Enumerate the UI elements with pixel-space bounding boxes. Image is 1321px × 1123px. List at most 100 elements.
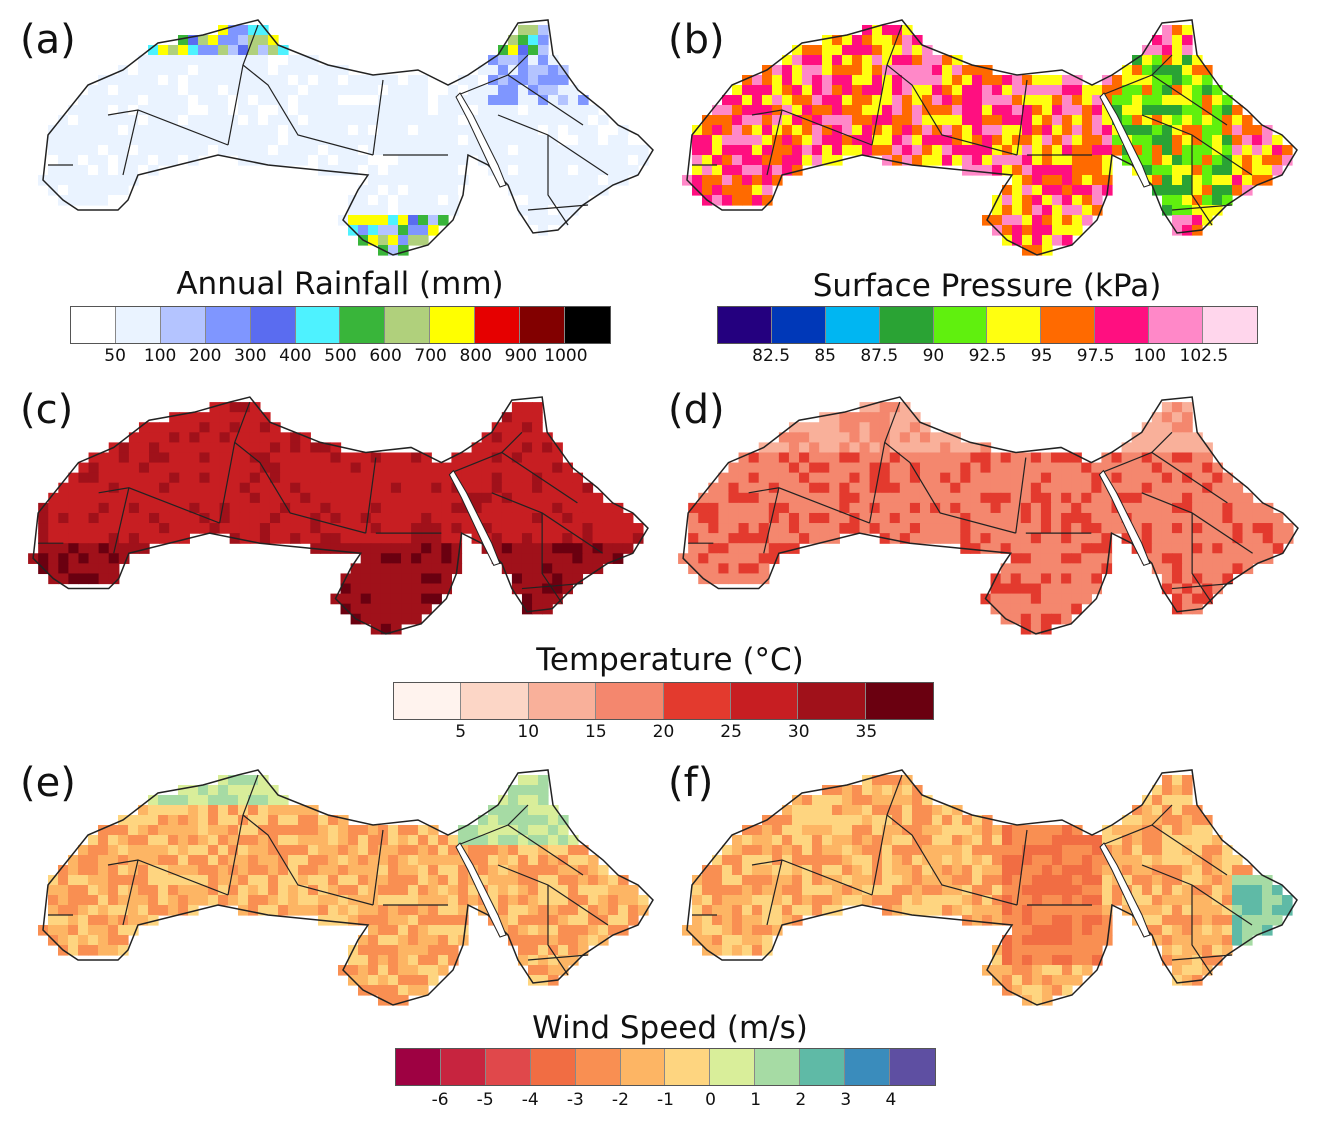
colorbar-tick-label: 20 [652,722,675,742]
country-border [521,582,583,590]
colorbar-tick-label: 300 [234,346,267,366]
colorbar-swatch [396,1049,441,1085]
map-panel-c [28,396,649,635]
country-border [507,54,529,76]
colorbar-swatch [440,1049,486,1085]
colorbar-swatch [596,683,664,719]
region-outline [682,396,1299,635]
colorbar-tick-label: 25 [720,722,742,742]
region-outline [42,19,654,256]
grid-cells [38,775,649,1006]
colorbar-swatch [663,683,731,719]
pressure-colorbar [717,306,1258,344]
colorbar-tick-label: -6 [431,1090,449,1110]
region-outline [686,19,1298,256]
colorbar-swatch [485,1049,531,1085]
colorbar-swatch [800,1049,846,1085]
country-border [1016,79,1028,156]
colorbar-tick-label: 5 [455,722,467,742]
colorbar-tick-label: 10 [517,722,540,742]
colorbar-swatch [845,1049,890,1085]
country-border [1151,431,1173,453]
red-sea [455,842,507,938]
colorbar-swatch [160,307,206,343]
colorbar-tick-label: -2 [611,1090,629,1110]
pressure-colorbar-ticks: 82.5 85 87.5 90 92.5 95 97.5 100 102.5 [717,346,1258,370]
colorbar-tick-label: -1 [657,1090,674,1110]
country-border [527,954,589,961]
colorbar-tick-label: 3 [840,1090,852,1110]
colorbar-swatch [564,307,610,343]
panel-label-b: (b) [668,17,725,63]
colorbar-swatch [205,307,251,343]
colorbar-tick-label: 100 [143,346,177,366]
colorbar-swatch [665,1049,711,1085]
colorbar-tick-label: 200 [189,346,222,366]
colorbar-swatch [295,307,341,343]
country-border [766,109,783,176]
country-border [113,487,130,554]
country-border [1015,457,1027,534]
colorbar-swatch [987,307,1042,343]
panel-label-a: (a) [20,17,76,63]
temperature-colorbar-title: Temperature (°C) [536,642,804,678]
pressure-colorbar-title: Surface Pressure (kPa) [812,268,1162,304]
colorbar-tick-label: 500 [324,346,357,366]
colorbar-tick-label: 1 [750,1090,762,1110]
country-border [365,457,377,534]
panel-label-e: (e) [20,760,76,806]
colorbar-tick-label: 600 [369,346,402,366]
grid-cells [678,402,1294,635]
map-panel-f [682,769,1298,1006]
red-sea [448,469,501,566]
colorbar-swatch [528,683,597,719]
colorbar-tick-label: 15 [585,722,607,742]
colorbar-tick-label: -3 [566,1090,584,1110]
colorbar-swatch [530,1049,576,1085]
colorbar-swatch [933,307,988,343]
colorbar-swatch [475,307,521,343]
country-border [122,109,139,176]
country-border [1016,829,1028,906]
colorbar-swatch [755,1049,801,1085]
colorbar-tick-label: 30 [787,722,810,742]
country-border [886,64,1018,156]
colorbar-tick-label: 95 [1030,346,1053,366]
grid-cells [682,25,1293,256]
country-border [547,135,569,226]
country-border [527,204,589,211]
colorbar-swatch [340,307,386,343]
country-border [122,859,139,926]
grid-cells [28,402,644,635]
colorbar-swatch [385,307,431,343]
colorbar-swatch [1095,307,1150,343]
wind-colorbar-title: Wind Speed (m/s) [532,1010,808,1046]
colorbar-swatch [71,307,116,343]
red-sea [1098,469,1151,566]
map-panel-b [682,19,1298,256]
colorbar-tick-label: 700 [414,346,447,366]
grid-cells [682,775,1293,1006]
country-border [242,814,374,906]
colorbar-tick-label: -5 [476,1090,494,1110]
grid-cells [38,25,649,256]
colorbar-tick-label: 2 [795,1090,807,1110]
country-border [763,487,780,554]
rainfall-colorbar-ticks: 50 100 200 300 400 500 600 700 800 900 1000 [70,346,611,370]
country-border [1171,204,1233,211]
colorbar-swatch [1203,307,1257,343]
panel-label-c: (c) [20,387,74,433]
panel-label-f: (f) [668,760,714,806]
rainfall-colorbar-title: Annual Rainfall (mm) [176,266,504,302]
country-border [541,512,563,605]
colorbar-swatch [115,307,161,343]
colorbar-swatch [865,683,933,719]
panel-label-d: (d) [668,387,725,433]
country-border [372,829,384,906]
colorbar-tick-label: 97.5 [1076,346,1115,366]
country-border [451,451,578,504]
country-border [1151,54,1173,76]
country-border [1171,582,1233,590]
colorbar-swatch [430,307,476,343]
red-sea [455,92,507,188]
